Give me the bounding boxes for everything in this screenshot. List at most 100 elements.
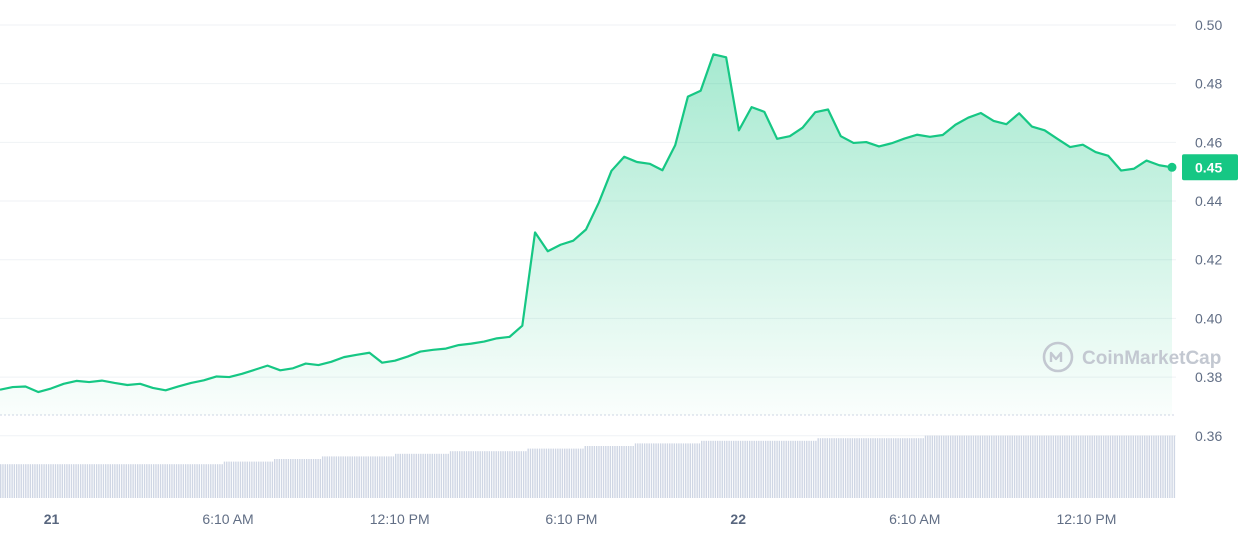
volume-bar (678, 443, 680, 498)
volume-bar (449, 451, 452, 498)
volume-bar (363, 456, 365, 498)
volume-bar (952, 435, 954, 498)
volume-bar (1064, 435, 1066, 498)
volume-bar (723, 440, 726, 498)
volume-bar (582, 448, 584, 498)
volume-bar (940, 435, 943, 498)
volume-bar (180, 464, 182, 498)
volume-bar (746, 440, 749, 498)
volume-bar (698, 443, 701, 498)
volume-bar (828, 438, 831, 498)
volume-bar (75, 464, 77, 498)
volume-bar (564, 448, 566, 498)
volume-bar (157, 464, 159, 498)
volume-bar (573, 448, 575, 498)
volume-bar (324, 456, 326, 498)
volume-bar (356, 456, 358, 498)
volume-bar (244, 461, 246, 498)
volume-bar (1011, 435, 1013, 498)
volume-bar (520, 451, 523, 498)
volume-bar (495, 451, 497, 498)
volume-bar (141, 464, 143, 498)
volume-bar (269, 461, 271, 498)
volume-bar (433, 453, 436, 498)
volume-bar (422, 453, 424, 498)
volume-bar (1162, 435, 1164, 498)
volume-bar (1089, 435, 1091, 498)
x-tick-label: 12:10 PM (370, 511, 430, 527)
volume-bar (790, 440, 792, 498)
volume-bar (1121, 435, 1123, 498)
volume-bar (130, 464, 132, 498)
volume-bar (374, 456, 376, 498)
volume-bar (970, 435, 972, 498)
volume-bar (655, 443, 657, 498)
volume-bar (189, 464, 191, 498)
volume-bar (760, 440, 762, 498)
volume-bar (1116, 435, 1119, 498)
volume-bar (1130, 435, 1132, 498)
volume-bar (625, 446, 628, 498)
volume-bar (933, 435, 936, 498)
volume-bar (25, 464, 27, 498)
volume-bar (456, 451, 459, 498)
volume-bar (872, 438, 874, 498)
volume-bar (630, 446, 632, 498)
volume-bar (1066, 435, 1068, 498)
volume-bar (525, 451, 527, 498)
y-tick-label: 0.46 (1195, 134, 1222, 150)
volume-bar (748, 440, 751, 498)
volume-bar (22, 464, 25, 498)
volume-bar (237, 461, 239, 498)
volume-bar (516, 451, 518, 498)
volume-bar (1023, 435, 1025, 498)
volume-bar (701, 440, 703, 498)
volume-bar (1020, 435, 1023, 498)
watermark-text: CoinMarketCap (1082, 348, 1221, 369)
volume-bar (744, 440, 746, 498)
volume-bar (867, 438, 870, 498)
volume-bar (879, 438, 881, 498)
volume-bar (504, 451, 507, 498)
volume-bar (927, 435, 929, 498)
volume-bar (212, 464, 214, 498)
volume-bar (545, 448, 548, 498)
volume-bar (568, 448, 570, 498)
volume-bar (203, 464, 205, 498)
volume-bar (858, 438, 860, 498)
volume-bar (47, 464, 50, 498)
volume-bar (717, 440, 719, 498)
y-tick-label: 0.44 (1195, 193, 1222, 209)
volume-bar (214, 464, 217, 498)
volume-bar (666, 443, 669, 498)
y-tick-label: 0.48 (1195, 76, 1222, 92)
volume-bar (296, 459, 299, 498)
volume-bar (392, 456, 395, 498)
volume-bar (1041, 435, 1043, 498)
volume-bar (1025, 435, 1027, 498)
volume-bar (59, 464, 61, 498)
volume-bar (221, 464, 223, 498)
volume-bar (239, 461, 242, 498)
volume-bar (856, 438, 858, 498)
volume-bar (730, 440, 733, 498)
volume-bar (1096, 435, 1098, 498)
volume-bar (1171, 435, 1173, 498)
volume-bar (598, 446, 600, 498)
volume-bar (1082, 435, 1084, 498)
volume-bar (1148, 435, 1150, 498)
volume-bar (18, 464, 20, 498)
volume-bar (390, 456, 392, 498)
volume-bar (1169, 435, 1171, 498)
volume-bar (152, 464, 155, 498)
volume-bar (623, 446, 625, 498)
volume-bar (502, 451, 504, 498)
volume-bar (216, 464, 219, 498)
volume-bar (774, 440, 776, 498)
volume-bar (618, 446, 621, 498)
last-price-label: 0.45 (1195, 159, 1222, 175)
volume-bar (1155, 435, 1157, 498)
volume-bar (337, 456, 340, 498)
volume-bar (680, 443, 682, 498)
